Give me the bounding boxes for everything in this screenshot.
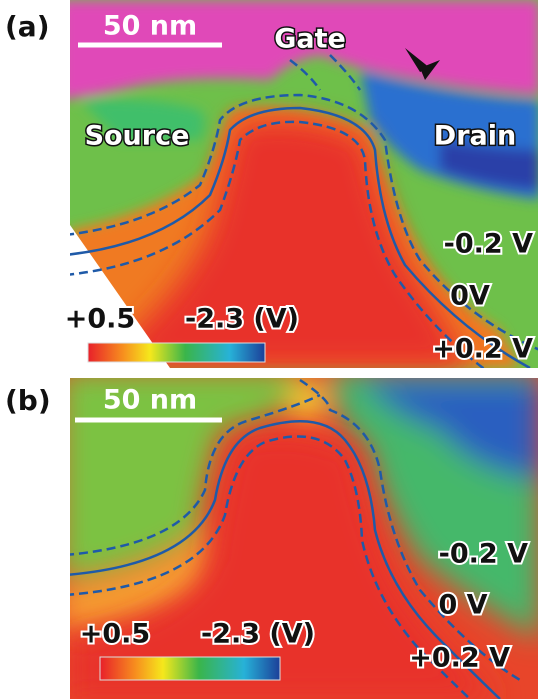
contour-label: 0 V [438, 590, 487, 621]
region-label: Source [85, 121, 190, 152]
colorbar-label: +0.5 [65, 304, 135, 335]
colorbar-label: +0.5 [80, 619, 150, 650]
scale-bar-label: 50 nm [103, 11, 197, 42]
contour-label: -0.2 V [439, 539, 528, 570]
contour-label: -0.2 V [444, 229, 533, 260]
contour-label: 0V [450, 281, 490, 312]
colorbar [100, 657, 280, 680]
figure: (a) 50 nm Gate Source Drain -0.2 V 0V +0… [0, 0, 538, 699]
colorbar-label: -2.3 (V) [201, 619, 315, 650]
panel-label: (a) [5, 10, 50, 43]
region-label: Gate [274, 24, 346, 55]
contour-label: +0.2 V [409, 643, 510, 674]
scale-bar-label: 50 nm [103, 385, 197, 416]
colorbar [88, 343, 265, 362]
region-label: Drain [434, 121, 516, 152]
panel-label: (b) [5, 384, 51, 417]
colorbar-label: -2.3 (V) [185, 304, 299, 335]
contour-label: +0.2 V [432, 334, 533, 365]
